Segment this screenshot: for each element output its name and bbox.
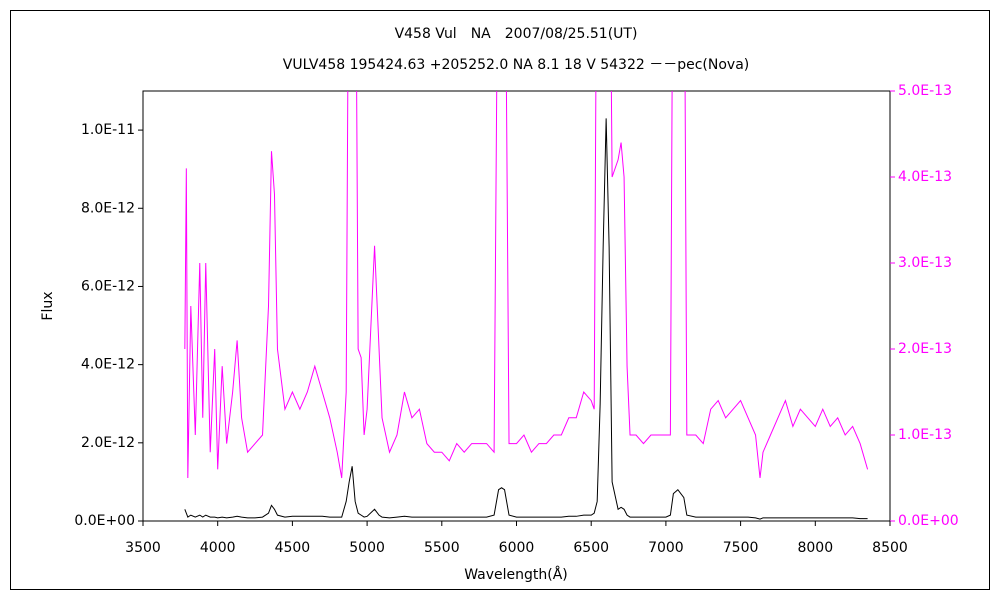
x-tick-label: 5500 bbox=[424, 540, 460, 556]
x-tick-label: 4500 bbox=[275, 540, 311, 556]
y-tick-label: 1.0E-11 bbox=[81, 122, 135, 138]
spectrum-line bbox=[184, 118, 868, 520]
y-tick-label: 2.0E-12 bbox=[81, 435, 135, 451]
chart-subtitle: VULV458 195424.63 +205252.0 NA 8.1 18 V … bbox=[283, 57, 750, 73]
x-tick-label: 4000 bbox=[200, 540, 236, 556]
x-tick-label: 6000 bbox=[499, 540, 535, 556]
chart-title: V458 Vul NA 2007/08/25.51(UT) bbox=[395, 26, 638, 42]
y-tick-label: 4.0E-12 bbox=[81, 357, 135, 373]
y-tick-label: 6.0E-12 bbox=[81, 278, 135, 294]
x-tick-label: 8500 bbox=[872, 540, 908, 556]
x-axis-label: Wavelength(Å) bbox=[464, 566, 568, 583]
y-axis-label: Flux bbox=[40, 291, 56, 320]
x-tick-label: 5000 bbox=[349, 540, 385, 556]
x-tick-label: 8000 bbox=[797, 540, 833, 556]
x-tick-label: 7500 bbox=[723, 540, 759, 556]
y2-tick-label: 4.0E-13 bbox=[898, 169, 952, 185]
frame bbox=[10, 10, 990, 590]
spectrum-line bbox=[184, 91, 869, 479]
x-tick-label: 3500 bbox=[125, 540, 161, 556]
y2-tick-label: 1.0E-13 bbox=[898, 427, 952, 443]
y-tick-label: 8.0E-12 bbox=[81, 200, 135, 216]
x-tick-label: 6500 bbox=[573, 540, 609, 556]
y2-tick-label: 2.0E-13 bbox=[898, 341, 952, 357]
x-tick-label: 7000 bbox=[648, 540, 684, 556]
y2-tick-label: 5.0E-13 bbox=[898, 83, 952, 99]
y2-tick-label: 0.0E+00 bbox=[898, 513, 959, 529]
y-tick-label: 0.0E+00 bbox=[74, 513, 135, 529]
y2-tick-label: 3.0E-13 bbox=[898, 255, 952, 271]
